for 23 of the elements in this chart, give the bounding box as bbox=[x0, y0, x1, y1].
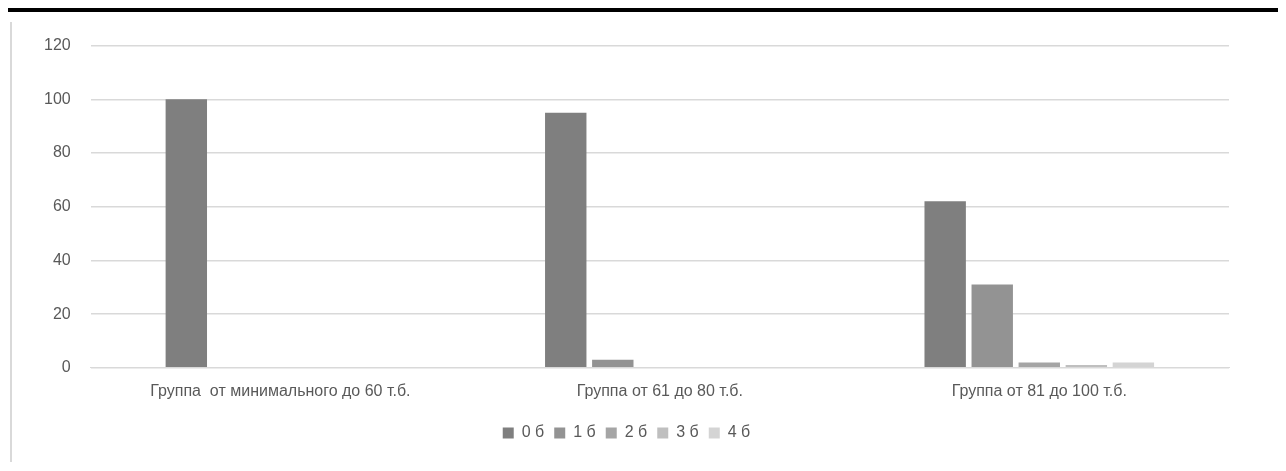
y-tick-label: 0 bbox=[61, 358, 71, 376]
legend-label: 4 б bbox=[727, 423, 751, 441]
bar bbox=[1018, 362, 1060, 368]
bar bbox=[1112, 362, 1155, 368]
bar bbox=[165, 99, 208, 368]
y-tick-label: 20 bbox=[52, 304, 71, 322]
y-tick-label: 100 bbox=[43, 89, 71, 107]
bar bbox=[545, 112, 587, 368]
bar bbox=[924, 201, 966, 368]
x-tick-label: Группа от минимального до 60 т.б. bbox=[150, 381, 411, 399]
bar bbox=[971, 284, 1013, 368]
chart-frame: 0 б 1 б 2 б 3 б 4 б Группа от минимального до 60 т.б. Группа от 61 до 80 т.б. Группа от 81 до 100 т.б. 0 20 40 60 80 100 120 bbox=[8, 8, 1278, 467]
legend-label: 3 б bbox=[676, 423, 699, 441]
legend-label: 0 б bbox=[521, 423, 545, 441]
bar bbox=[592, 359, 634, 368]
x-tick-label: Группа от 81 до 100 т.б. bbox=[951, 381, 1127, 399]
y-tick-label: 80 bbox=[52, 143, 71, 161]
x-tick-label: Группа от 61 до 80 т.б. bbox=[576, 381, 743, 399]
legend-label: 1 б bbox=[573, 423, 596, 441]
legend-label: 2 б bbox=[624, 423, 648, 441]
y-tick-label: 40 bbox=[52, 250, 71, 268]
y-tick-label: 120 bbox=[43, 36, 71, 54]
y-tick-label: 60 bbox=[52, 197, 71, 215]
